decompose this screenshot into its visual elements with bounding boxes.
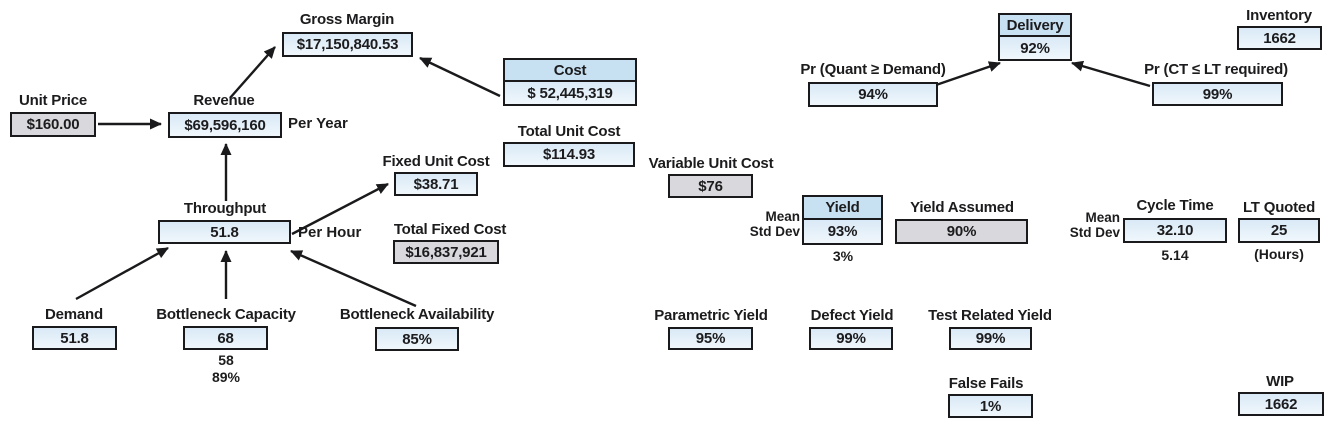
gross-margin-label: Gross Margin	[299, 11, 395, 28]
pr-ct-le-lt-required-label: Pr (CT ≤ LT required)	[1144, 61, 1288, 78]
revenue-unit-text: Per Year	[288, 115, 348, 132]
unit-price-input-box[interactable]: $160.00	[10, 112, 96, 137]
revenue-label: Revenue	[193, 92, 255, 109]
defect-yield-label: Defect Yield	[810, 307, 894, 324]
total-fixed-cost-label: Total Fixed Cost	[393, 221, 507, 238]
delivery-node: Delivery 92%	[998, 13, 1072, 61]
cost-value-cell: $ 52,445,319	[505, 82, 635, 104]
std-dev-label: Std Dev	[1069, 225, 1120, 240]
cycle-time-stddev-value: 5.14	[1161, 247, 1189, 263]
std-dev-label: Std Dev	[749, 224, 800, 239]
wip-label: WIP	[1266, 373, 1294, 390]
false-fails-value-box: 1%	[948, 394, 1033, 418]
total-unit-cost-label: Total Unit Cost	[517, 123, 621, 140]
bottleneck-capacity-value-box: 68	[183, 326, 268, 350]
arrow-demand-to-throughput	[75, 246, 169, 301]
inventory-value-box: 1662	[1237, 26, 1322, 50]
arrow-cost-to-gross-margin	[419, 56, 501, 98]
yield-stddev-value: 3%	[832, 248, 854, 264]
delivery-value-cell: 92%	[1000, 37, 1070, 59]
false-fails-label: False Fails	[948, 375, 1024, 392]
lt-quoted-value-box: 25	[1238, 218, 1320, 243]
lt-quoted-label: LT Quoted	[1242, 199, 1316, 216]
fixed-unit-cost-label: Fixed Unit Cost	[382, 153, 490, 170]
demand-label: Demand	[45, 306, 103, 323]
variable-unit-cost-input-box[interactable]: $76	[668, 174, 753, 198]
cycle-time-mean-stddev-annotation: Mean Std Dev	[1048, 210, 1120, 240]
cycle-time-label: Cycle Time	[1136, 197, 1214, 214]
throughput-label: Throughput	[183, 200, 267, 217]
arrow-revenue-to-gross-margin	[229, 46, 276, 99]
bottleneck-availability-label: Bottleneck Availability	[339, 306, 495, 323]
yield-assumed-label: Yield Assumed	[910, 199, 1014, 216]
bottleneck-capacity-sub1: 58	[218, 352, 234, 368]
wip-value-box: 1662	[1238, 392, 1324, 416]
yield-mean-stddev-annotation: Mean Std Dev	[728, 209, 800, 239]
demand-value-box: 51.8	[32, 326, 117, 350]
pr-ct-le-lt-required-value-box: 99%	[1152, 82, 1283, 106]
bottleneck-availability-value-box: 85%	[375, 327, 459, 351]
defect-yield-value-box: 99%	[809, 327, 893, 350]
bottleneck-capacity-label: Bottleneck Capacity	[156, 306, 296, 323]
total-fixed-cost-input-box[interactable]: $16,837,921	[393, 240, 499, 264]
pr-quant-ge-demand-value-box: 94%	[808, 82, 938, 107]
throughput-unit-text: Per Hour	[298, 224, 362, 241]
bottleneck-capacity-sub2: 89%	[211, 369, 241, 385]
yield-value-cell: 93%	[804, 220, 881, 243]
fixed-unit-cost-value-box: $38.71	[394, 172, 478, 196]
pr-quant-ge-demand-label: Pr (Quant ≥ Demand)	[800, 61, 946, 78]
unit-price-label: Unit Price	[18, 92, 88, 109]
test-related-yield-value-box: 99%	[949, 327, 1032, 350]
cost-node: Cost $ 52,445,319	[503, 58, 637, 106]
delivery-header: Delivery	[1000, 15, 1070, 37]
parametric-yield-value-box: 95%	[668, 327, 753, 350]
mean-label: Mean	[1085, 210, 1120, 225]
yield-assumed-input-box[interactable]: 90%	[895, 219, 1028, 244]
total-unit-cost-value-box: $114.93	[503, 142, 635, 167]
parametric-yield-label: Parametric Yield	[654, 307, 768, 324]
cycle-time-value-box: 32.10	[1123, 218, 1227, 243]
gross-margin-value-box: $17,150,840.53	[282, 32, 413, 57]
throughput-value-box: 51.8	[158, 220, 291, 244]
yield-node: Yield 93%	[802, 195, 883, 245]
revenue-value-box: $69,596,160	[168, 112, 282, 138]
mean-label: Mean	[765, 209, 800, 224]
test-related-yield-label: Test Related Yield	[928, 307, 1052, 324]
variable-unit-cost-label: Variable Unit Cost	[648, 155, 774, 172]
yield-header: Yield	[804, 197, 881, 220]
cost-header: Cost	[505, 60, 635, 82]
lt-quoted-unit-text: (Hours)	[1254, 246, 1304, 262]
inventory-label: Inventory	[1246, 7, 1312, 24]
